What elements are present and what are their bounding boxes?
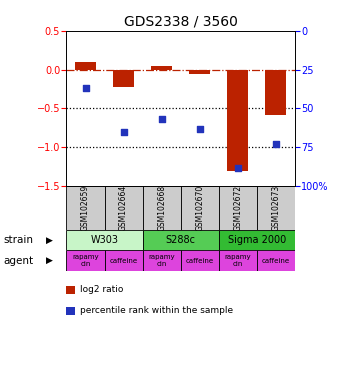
Bar (219, 186, 257, 230)
Text: ▶: ▶ (46, 256, 53, 265)
Bar (113, 70, 134, 87)
Point (83, 85, 88, 91)
Bar (75, 62, 96, 70)
Text: agent: agent (3, 255, 33, 265)
Text: rapamy
cin: rapamy cin (72, 254, 99, 267)
Bar (181, 250, 219, 271)
Bar (257, 250, 295, 271)
Bar (181, 186, 219, 230)
Bar (143, 186, 181, 230)
Text: rapamy
cin: rapamy cin (224, 254, 251, 267)
Text: GSM102670: GSM102670 (195, 185, 204, 231)
Point (197, 126, 203, 132)
Text: caffeine: caffeine (262, 258, 290, 263)
Bar (66, 186, 105, 230)
Bar (66, 250, 105, 271)
Point (159, 116, 164, 122)
Bar (143, 250, 181, 271)
Text: Sigma 2000: Sigma 2000 (228, 235, 286, 245)
Point (273, 141, 279, 147)
Text: GSM102673: GSM102673 (271, 185, 280, 231)
Bar (219, 230, 295, 250)
Text: GSM102664: GSM102664 (119, 185, 128, 231)
Bar (257, 186, 295, 230)
Point (121, 129, 126, 135)
Text: ▶: ▶ (46, 236, 53, 245)
Text: rapamy
cin: rapamy cin (148, 254, 175, 267)
Bar (66, 230, 143, 250)
Text: strain: strain (3, 235, 33, 245)
Text: caffeine: caffeine (186, 258, 214, 263)
Bar (189, 70, 210, 74)
Text: caffeine: caffeine (109, 258, 138, 263)
Bar (219, 250, 257, 271)
Bar (105, 186, 143, 230)
Text: GSM102672: GSM102672 (233, 185, 242, 231)
Point (235, 164, 240, 170)
Text: percentile rank within the sample: percentile rank within the sample (80, 306, 233, 315)
Text: GSM102668: GSM102668 (157, 185, 166, 231)
Title: GDS2338 / 3560: GDS2338 / 3560 (124, 14, 238, 28)
Bar (105, 250, 143, 271)
Text: GSM102659: GSM102659 (81, 185, 90, 231)
Bar (143, 230, 219, 250)
Text: S288c: S288c (166, 235, 196, 245)
Text: log2 ratio: log2 ratio (80, 285, 123, 294)
Bar (151, 66, 172, 70)
Text: W303: W303 (91, 235, 119, 245)
Bar (227, 70, 248, 170)
Bar (265, 70, 286, 115)
